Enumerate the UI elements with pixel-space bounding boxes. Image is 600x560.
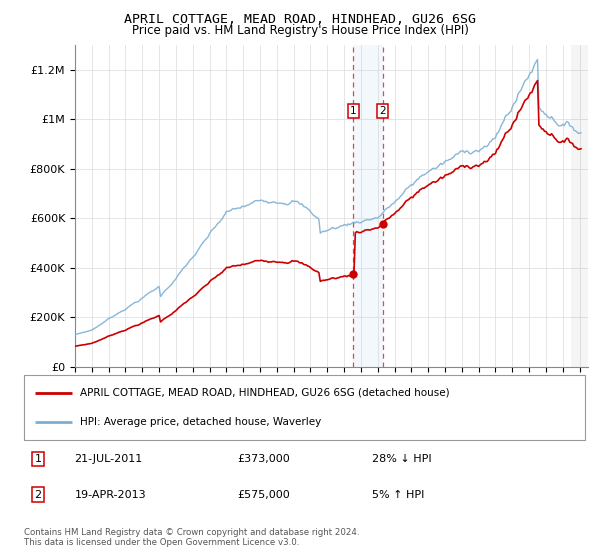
Text: £575,000: £575,000 [237,489,290,500]
Bar [571,45,588,367]
Bar [571,45,588,367]
Bar [353,45,383,367]
Text: £373,000: £373,000 [237,454,290,464]
Text: Contains HM Land Registry data © Crown copyright and database right 2024.
This d: Contains HM Land Registry data © Crown c… [24,528,359,547]
Text: Price paid vs. HM Land Registry's House Price Index (HPI): Price paid vs. HM Land Registry's House … [131,24,469,37]
Text: 21-JUL-2011: 21-JUL-2011 [74,454,143,464]
FancyBboxPatch shape [24,375,585,440]
Text: 28% ↓ HPI: 28% ↓ HPI [372,454,431,464]
Text: HPI: Average price, detached house, Waverley: HPI: Average price, detached house, Wave… [80,417,322,427]
Text: 2: 2 [34,489,41,500]
Text: APRIL COTTAGE, MEAD ROAD, HINDHEAD, GU26 6SG (detached house): APRIL COTTAGE, MEAD ROAD, HINDHEAD, GU26… [80,388,450,398]
Text: 19-APR-2013: 19-APR-2013 [74,489,146,500]
Text: 1: 1 [35,454,41,464]
Text: 1: 1 [350,106,356,116]
Text: APRIL COTTAGE, MEAD ROAD, HINDHEAD, GU26 6SG: APRIL COTTAGE, MEAD ROAD, HINDHEAD, GU26… [124,13,476,26]
Text: 5% ↑ HPI: 5% ↑ HPI [372,489,424,500]
Text: 2: 2 [379,106,386,116]
